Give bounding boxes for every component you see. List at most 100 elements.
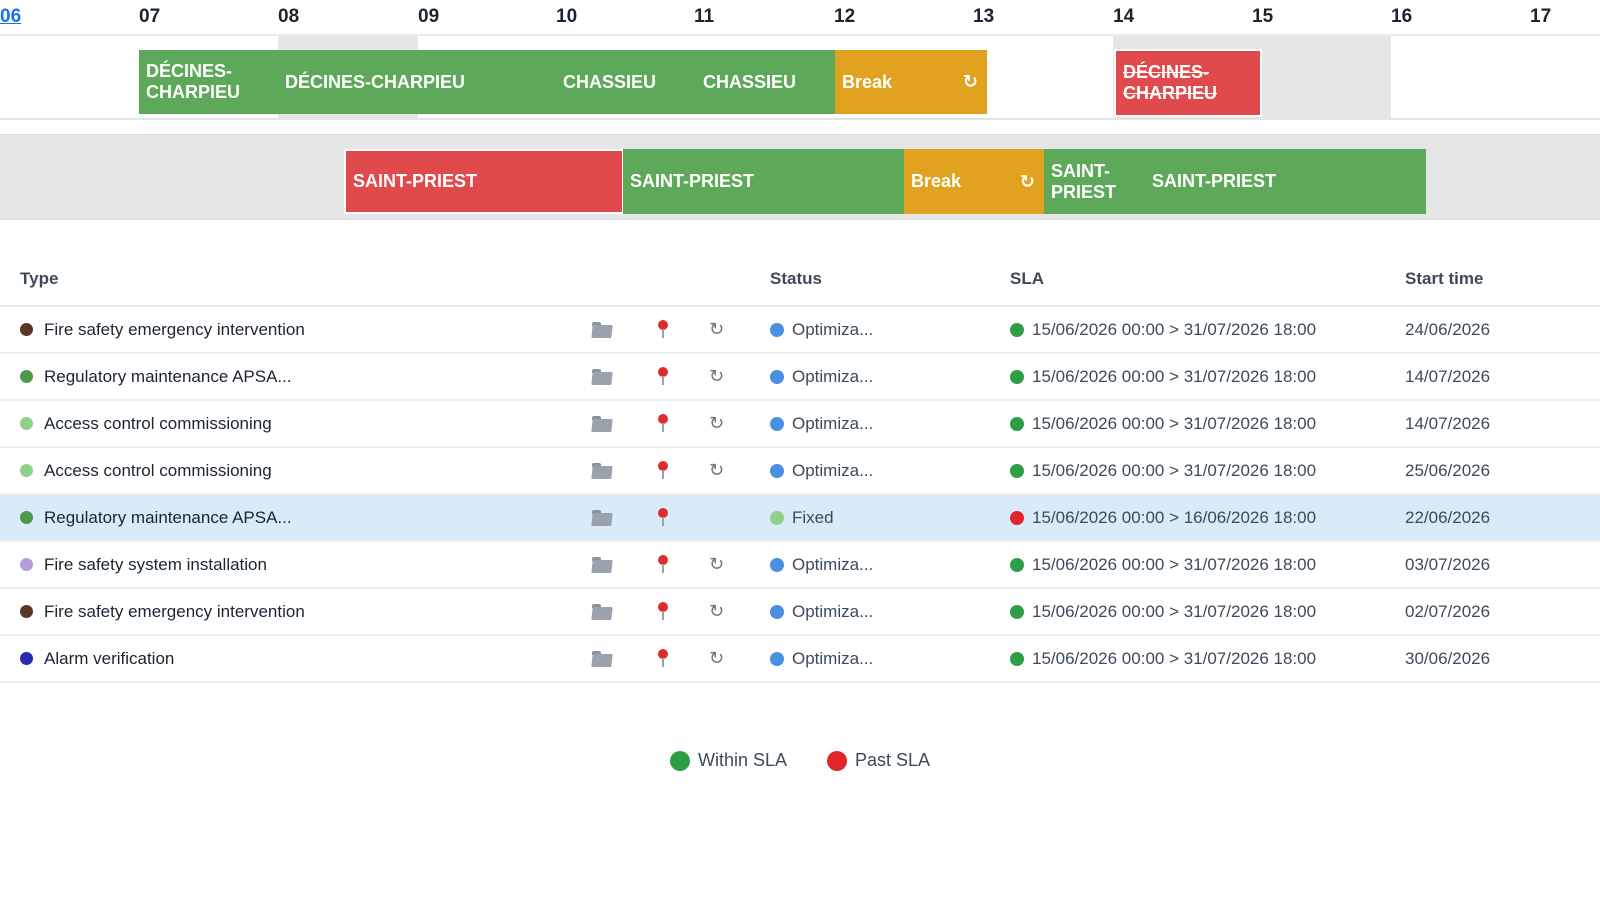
- table-row[interactable]: Regulatory maintenance APSA... ↻ Optimiz…: [0, 354, 1600, 401]
- timeline-hour-header: 06 07 08 09 10 11 12 13 14 15 16 17: [0, 0, 1600, 36]
- location-pin-icon[interactable]: [655, 413, 671, 435]
- refresh-icon[interactable]: ↻: [962, 71, 978, 92]
- sla-dot-icon: [1010, 651, 1024, 666]
- table-row[interactable]: Access control commissioning ↻ Optimiza.…: [0, 448, 1600, 495]
- within-sla-dot-icon: [669, 750, 690, 771]
- start-time-cell: 14/07/2026: [1405, 401, 1490, 446]
- table-row[interactable]: Fire safety emergency intervention ↻ Opt…: [0, 307, 1600, 354]
- hour-label: 10: [556, 6, 578, 27]
- sla-dot-icon: [1010, 369, 1024, 384]
- location-pin-icon[interactable]: [655, 601, 671, 623]
- sla-dot-icon: [1010, 557, 1024, 572]
- visit-block-saint-priest[interactable]: SAINT-PRIEST: [1145, 149, 1426, 214]
- folder-icon[interactable]: [592, 415, 612, 432]
- column-header-start-time[interactable]: Start time: [1405, 269, 1484, 288]
- break-block[interactable]: Break ↻: [835, 50, 987, 114]
- refresh-cell: ↻: [709, 636, 724, 681]
- location-cell: [655, 542, 671, 587]
- table-row[interactable]: Alarm verification ↻ Optimiza... 15/06/2…: [0, 636, 1600, 683]
- folder-icon[interactable]: [592, 462, 612, 479]
- visit-block-saint-priest[interactable]: SAINT-PRIEST: [623, 149, 904, 214]
- folder-icon[interactable]: [592, 368, 612, 385]
- type-label: Fire safety system installation: [44, 554, 267, 574]
- type-color-dot-icon: [20, 323, 33, 336]
- visit-block-saint-priest[interactable]: SAINT-PRIEST: [1044, 149, 1146, 214]
- location-pin-icon[interactable]: [655, 648, 671, 670]
- past-sla-dot-icon: [827, 750, 847, 771]
- sla-cell: 15/06/2026 00:00 > 31/07/2026 18:00: [1010, 636, 1316, 681]
- location-cell: [655, 448, 671, 493]
- sla-legend: Within SLA Past SLA: [0, 750, 1600, 771]
- hour-label: 11: [694, 6, 715, 27]
- table-row[interactable]: Regulatory maintenance APSA... Fixed 15/…: [0, 495, 1600, 542]
- start-time-cell: 03/07/2026: [1405, 542, 1490, 587]
- refresh-icon[interactable]: ↻: [709, 648, 725, 668]
- visit-block-decines-charpieu[interactable]: DÉCINES-CHARPIEU: [139, 50, 279, 114]
- refresh-icon[interactable]: ↻: [709, 413, 725, 433]
- refresh-cell: ↻: [709, 354, 724, 399]
- column-header-type[interactable]: Type: [20, 269, 59, 288]
- refresh-cell: ↻: [709, 589, 724, 634]
- type-label: Regulatory maintenance APSA...: [44, 507, 292, 527]
- folder-icon[interactable]: [592, 509, 612, 526]
- location-pin-icon[interactable]: [655, 460, 671, 482]
- refresh-icon[interactable]: ↻: [709, 460, 725, 480]
- visit-block-decines-charpieu[interactable]: DÉCINES-CHARPIEU: [278, 50, 557, 114]
- sla-range: 15/06/2026 00:00 > 31/07/2026 18:00: [1032, 554, 1317, 574]
- type-cell: Access control commissioning: [20, 401, 272, 446]
- refresh-cell: ↻: [709, 448, 724, 493]
- table-row[interactable]: Fire safety emergency intervention ↻ Opt…: [0, 589, 1600, 636]
- location-pin-icon[interactable]: [655, 554, 671, 576]
- visit-block-label: DÉCINES-CHARPIEU: [146, 61, 241, 102]
- start-time-cell: 24/06/2026: [1405, 307, 1490, 352]
- table-row[interactable]: Access control commissioning ↻ Optimiza.…: [0, 401, 1600, 448]
- sla-dot-icon: [1010, 463, 1024, 478]
- refresh-icon[interactable]: ↻: [709, 554, 725, 574]
- table-row[interactable]: Fire safety system installation ↻ Optimi…: [0, 542, 1600, 589]
- folder-cell: [592, 495, 612, 540]
- break-block[interactable]: Break ↻: [904, 149, 1044, 214]
- hour-label: 08: [278, 6, 300, 27]
- folder-cell: [592, 307, 612, 352]
- refresh-icon[interactable]: ↻: [709, 319, 725, 339]
- location-cell: [655, 307, 671, 352]
- sla-dot-icon: [1010, 510, 1024, 525]
- location-cell: [655, 589, 671, 634]
- type-cell: Fire safety system installation: [20, 542, 267, 587]
- type-label: Access control commissioning: [44, 460, 272, 480]
- folder-icon[interactable]: [592, 603, 612, 620]
- type-color-dot-icon: [20, 417, 33, 430]
- visit-block-decines-charpieu-cancelled[interactable]: DÉCINES-CHARPIEU: [1114, 49, 1262, 117]
- visit-block-chassieu[interactable]: CHASSIEU: [696, 50, 835, 114]
- location-cell: [655, 354, 671, 399]
- location-pin-icon[interactable]: [655, 507, 671, 529]
- hour-label-current[interactable]: 06: [0, 6, 22, 27]
- refresh-cell: ↻: [709, 401, 724, 446]
- sla-range: 15/06/2026 00:00 > 31/07/2026 18:00: [1032, 319, 1317, 339]
- refresh-icon[interactable]: ↻: [709, 601, 725, 621]
- start-time-cell: 30/06/2026: [1405, 636, 1490, 681]
- start-time: 03/07/2026: [1405, 554, 1491, 574]
- column-header-sla[interactable]: SLA: [1010, 269, 1044, 288]
- visit-block-chassieu[interactable]: CHASSIEU: [557, 50, 696, 114]
- visit-block-label: SAINT-PRIEST: [353, 171, 478, 191]
- visit-block-saint-priest[interactable]: SAINT-PRIEST: [344, 149, 624, 214]
- visit-block-label: CHASSIEU: [703, 71, 797, 92]
- sla-cell: 15/06/2026 00:00 > 31/07/2026 18:00: [1010, 354, 1316, 399]
- folder-icon[interactable]: [592, 650, 612, 667]
- sla-cell: 15/06/2026 00:00 > 16/06/2026 18:00: [1010, 495, 1316, 540]
- folder-icon[interactable]: [592, 321, 612, 338]
- interventions-table: Type Status SLA Start time Fire safety e…: [0, 252, 1600, 683]
- sla-dot-icon: [1010, 604, 1024, 619]
- refresh-icon[interactable]: ↻: [709, 366, 725, 386]
- hour-label: 14: [1113, 6, 1135, 27]
- refresh-icon[interactable]: ↻: [1019, 171, 1035, 191]
- location-pin-icon[interactable]: [655, 319, 671, 341]
- start-time-cell: 25/06/2026: [1405, 448, 1490, 493]
- type-cell: Regulatory maintenance APSA...: [20, 495, 292, 540]
- status-label: Fixed: [792, 507, 834, 527]
- type-cell: Fire safety emergency intervention: [20, 589, 305, 634]
- folder-icon[interactable]: [592, 556, 612, 573]
- location-pin-icon[interactable]: [655, 366, 671, 388]
- column-header-status[interactable]: Status: [770, 269, 822, 288]
